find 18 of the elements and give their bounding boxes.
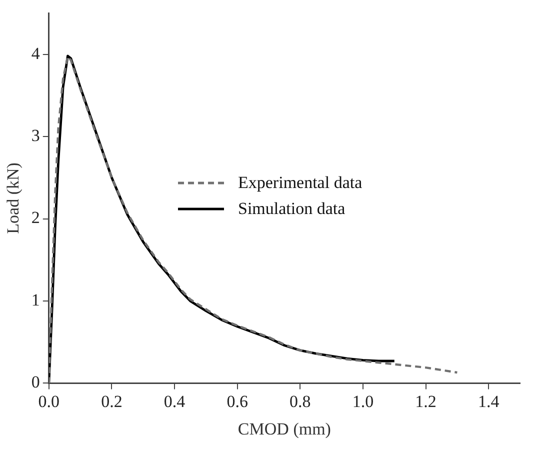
y-tick-label: 4 [31, 44, 40, 63]
x-tick-label: 0.8 [290, 392, 311, 411]
line-series [48, 56, 458, 384]
legend-label: Simulation data [238, 199, 346, 219]
x-tick-label: 1.2 [415, 392, 436, 411]
x-tick-label: 0.2 [101, 392, 122, 411]
x-tick-label: 1.0 [352, 392, 374, 411]
y-tick-label: 1 [31, 290, 40, 310]
x-tick-label: 0.0 [38, 392, 60, 411]
y-tick-label: 3 [31, 126, 40, 145]
y-tick-label: 2 [31, 208, 40, 228]
x-tick-label: 0.6 [226, 392, 248, 411]
y-axis-title: Load (kN) [4, 162, 23, 234]
x-tick-label: 1.4 [478, 392, 500, 411]
legend-label: Experimental data [238, 173, 362, 193]
y-tick-label: 0 [31, 372, 40, 392]
x-tick-label: 0.4 [164, 392, 186, 411]
x-axis-title: CMOD (mm) [238, 419, 331, 438]
